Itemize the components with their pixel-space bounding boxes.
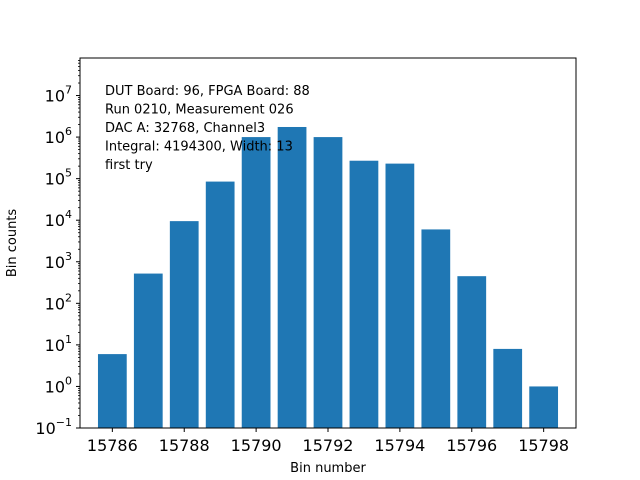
bar-15786: [97, 354, 127, 428]
x-tick-label: 15796: [446, 436, 497, 455]
annotation-line: Run 0210, Measurement 026: [105, 103, 294, 118]
bar-15795: [421, 229, 451, 428]
bar-15791: [277, 126, 307, 428]
x-tick-label: 15798: [518, 436, 569, 455]
annotation-block: DUT Board: 96, FPGA Board: 88 Run 0210, M…: [105, 84, 310, 173]
bar-15796: [457, 276, 487, 428]
annotation-line: DUT Board: 96, FPGA Board: 88: [105, 84, 310, 99]
x-axis-label: Bin number: [290, 461, 366, 476]
bar-15789: [205, 181, 235, 428]
x-axis-ticks: 15786 15788 15790 15792 15794 15796 15798: [87, 428, 569, 455]
annotation-line: first try: [105, 158, 153, 173]
bar-15787: [133, 273, 163, 428]
bar-15798: [529, 386, 559, 428]
bar-15788: [169, 221, 199, 428]
x-tick-label: 15794: [374, 436, 425, 455]
bar-15792: [313, 137, 343, 428]
bar-15790: [241, 137, 271, 428]
bar-15797: [493, 348, 523, 428]
x-tick-label: 15786: [87, 436, 138, 455]
bar-15793: [349, 160, 379, 428]
annotation-line: DAC A: 32768, Channel3: [105, 121, 265, 136]
x-tick-label: 15790: [231, 436, 282, 455]
y-axis-label: Bin counts: [5, 209, 20, 278]
bars-group: [97, 126, 559, 428]
x-tick-label: 15792: [303, 436, 354, 455]
x-tick-label: 15788: [159, 436, 210, 455]
annotation-line: Integral: 4194300, Width: 13: [105, 140, 293, 155]
bar-15794: [385, 163, 415, 428]
